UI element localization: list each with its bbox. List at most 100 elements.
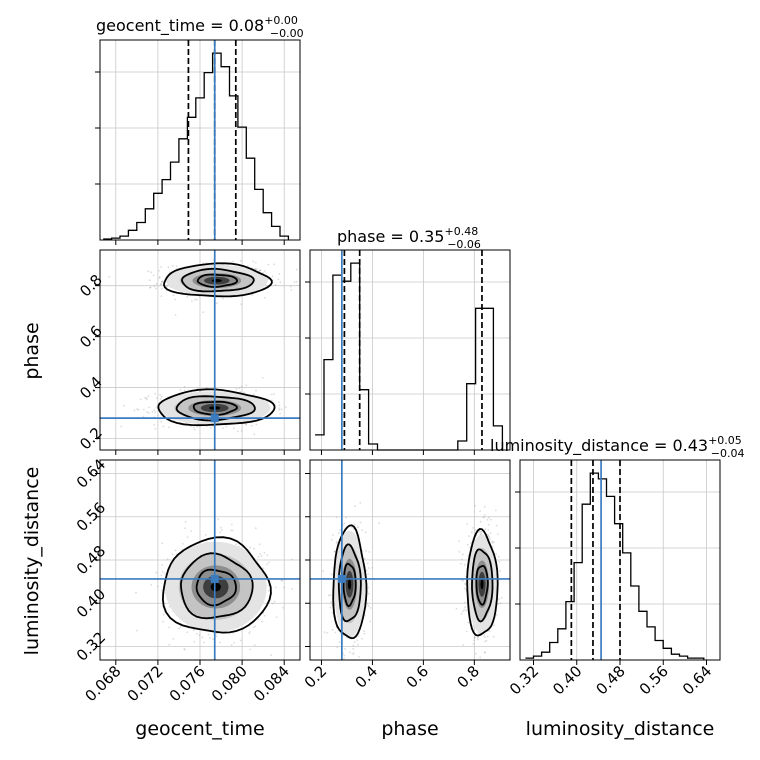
hist2d-geocent-time-luminosity-distance-pt-0-632 xyxy=(198,634,201,636)
hist2d-geocent-time-phase-pt-1-131 xyxy=(238,387,241,389)
hist2d-phase-luminosity-distance-pt-0-13 xyxy=(329,606,332,609)
hist2d-phase-luminosity-distance-pt-1-444 xyxy=(467,554,470,557)
hist2d-geocent-time-phase-pt-1-137 xyxy=(279,412,281,415)
hist2d-phase-luminosity-distance-pt-0-513 xyxy=(364,531,367,533)
hist2d-geocent-time-phase-pt-1-39 xyxy=(253,433,256,436)
hist2d-phase-luminosity-distance-pt-0-450 xyxy=(330,538,333,541)
hist2d-geocent-time-phase-contour-0-1 xyxy=(181,267,255,293)
hist2d-geocent-time-phase-pt-1-101 xyxy=(244,423,247,425)
hist2d-phase-luminosity-distance-pt-0-519 xyxy=(363,557,366,560)
hist2d-geocent-time-phase-pt-0-332 xyxy=(186,295,189,298)
hist2d-phase-luminosity-distance-pt-0-304 xyxy=(357,635,360,638)
hist2d-geocent-time-luminosity-distance-pt-0-269 xyxy=(254,527,257,530)
hist2d-phase-luminosity-distance-pt-1-380 xyxy=(468,535,470,538)
hist2d-geocent-time-phase-pt-0-382 xyxy=(240,303,243,306)
hist2d-phase-luminosity-distance-pt-1-420 xyxy=(484,528,487,530)
title-phase-main: phase = 0.35 xyxy=(337,227,444,246)
hist2d-geocent-time-luminosity-distance-pt-0-146 xyxy=(161,589,163,592)
hist2d-geocent-time-phase-pt-0-523 xyxy=(171,265,174,267)
hist2d-geocent-time-phase-pt-1-207 xyxy=(159,398,162,400)
hist2d-phase-luminosity-distance-pt-1-640 xyxy=(474,505,477,507)
hist2d-geocent-time-luminosity-distance-contour-0-1 xyxy=(180,552,254,620)
hist2d-phase-luminosity-distance-pt-1-327 xyxy=(465,630,468,633)
hist2d-geocent-time-phase-pt-1-306 xyxy=(278,409,281,411)
xtick-label-phase-3: 0.8 xyxy=(454,662,484,692)
hist2d-geocent-time-phase-pt-1-341 xyxy=(145,397,148,399)
hist2d-phase-luminosity-distance-pt-1-14 xyxy=(483,634,486,636)
hist2d-geocent-time-luminosity-distance-pt-0-639 xyxy=(267,561,270,564)
hist2d-phase-luminosity-distance-pt-1-403 xyxy=(492,540,495,543)
xtick-label-luminosity-distance-2: 0.48 xyxy=(592,662,628,698)
hist2d-phase-luminosity-distance-pt-1-195 xyxy=(497,555,500,558)
hist2d-geocent-time-phase-contour-1-2 xyxy=(192,400,238,416)
hist2d-phase-luminosity-distance-density-1-4 xyxy=(480,579,484,590)
hist2d-phase-luminosity-distance-pt-0-507 xyxy=(330,573,333,576)
hist2d-geocent-time-phase-pt-0-622 xyxy=(221,297,224,300)
hist2d-geocent-time-phase-pt-0-647 xyxy=(160,266,162,268)
xlabel-luminosity-distance: luminosity_distance xyxy=(526,718,715,740)
hist2d-geocent-time-phase-pt-0-519 xyxy=(160,288,163,290)
hist2d-phase-luminosity-distance-pt-1-602 xyxy=(466,543,469,546)
hist2d-geocent-time-luminosity-distance-pt-0-358 xyxy=(249,546,252,549)
hist2d-geocent-time-luminosity-distance-pt-0-196 xyxy=(262,612,265,615)
hist2d-geocent-time-phase-pt-0-617 xyxy=(161,280,164,283)
hist2d-geocent-time-luminosity-distance-pt-0-628 xyxy=(163,572,166,575)
hist2d-phase-luminosity-distance-truth-marker xyxy=(337,574,346,583)
hist2d-geocent-time-luminosity-distance-pt-0-389 xyxy=(271,602,274,605)
hist2d-geocent-time-luminosity-distance-pt-0-412 xyxy=(135,591,137,594)
hist2d-phase-luminosity-distance-pt-0-523 xyxy=(367,573,370,575)
hist2d-phase-luminosity-distance-pt-1-318 xyxy=(492,541,494,544)
hist2d-geocent-time-luminosity-distance-pt-0-633 xyxy=(291,558,294,561)
hist2d-phase-luminosity-distance-pt-0-136 xyxy=(371,567,374,569)
hist2d-geocent-time-phase-pt-1-214 xyxy=(239,391,242,393)
hist2d-geocent-time-luminosity-distance-pt-0-512 xyxy=(186,631,189,633)
hist2d-phase-luminosity-distance-pt-0-219 xyxy=(361,637,363,640)
xtick-label-phase-1: 0.4 xyxy=(352,662,382,692)
hist2d-phase-luminosity-distance-contour-1-0 xyxy=(466,527,499,637)
hist2d-phase-luminosity-distance-pt-0-289 xyxy=(369,607,372,609)
hist2d-phase-luminosity-distance-pt-0-479 xyxy=(369,620,372,623)
hist2d-phase-luminosity-distance-pt-1-362 xyxy=(478,530,481,533)
hist2d-geocent-time-phase-pt-0-633 xyxy=(253,267,256,270)
hist2d-phase-luminosity-distance-pt-0-469 xyxy=(368,567,370,569)
hist2d-geocent-time-luminosity-distance-truth-marker xyxy=(210,574,219,583)
hist2d-phase-luminosity-distance-pt-0-355 xyxy=(322,570,325,573)
xtick-label-luminosity-distance-4: 0.64 xyxy=(679,662,715,698)
hist2d-geocent-time-phase-pt-1-93 xyxy=(162,425,165,428)
hist2d-geocent-time-luminosity-distance-pt-0-274 xyxy=(267,584,270,587)
hist2d-phase-luminosity-distance-pt-0-364 xyxy=(378,522,381,525)
hist2d-phase-luminosity-distance-pt-1-630 xyxy=(464,601,466,604)
hist2d-phase-luminosity-distance-pt-1-646 xyxy=(477,638,479,641)
hist2d-geocent-time-luminosity-distance-pt-0-571 xyxy=(249,648,252,651)
hist2d-geocent-time-phase-pt-1-330 xyxy=(133,409,136,412)
hist2d-phase-luminosity-distance-pt-1-408 xyxy=(472,643,475,645)
hist2d-phase-luminosity-distance-pt-1-484 xyxy=(467,621,470,624)
hist2d-geocent-time-luminosity-distance-pt-0-319 xyxy=(258,543,261,546)
hist2d-geocent-time-phase-pt-1-273 xyxy=(147,395,150,398)
hist2d-geocent-time-luminosity-distance-pt-0-205 xyxy=(136,629,138,632)
hist2d-phase-luminosity-distance-pt-0-367 xyxy=(343,654,346,657)
hist2d-geocent-time-phase-pt-0-532 xyxy=(167,266,170,269)
hist2d-geocent-time-phase-pt-1-120 xyxy=(183,389,186,392)
hist2d-geocent-time-luminosity-distance-pt-0-510 xyxy=(273,600,276,603)
hist2d-geocent-time-phase-pt-1-359 xyxy=(147,411,150,414)
hist2d-phase-luminosity-distance-pt-1-596 xyxy=(470,531,473,534)
hist2d-phase-luminosity-distance-pt-0-436 xyxy=(342,634,345,637)
hist2d-phase-luminosity-distance-pt-1-520 xyxy=(484,636,486,639)
hist2d-phase-luminosity-distance-pt-0-28 xyxy=(367,604,370,607)
hist2d-geocent-time-phase-contour-1-0 xyxy=(157,388,276,427)
hist2d-geocent-time-luminosity-distance-pt-0-587 xyxy=(207,633,210,636)
title-luminosity-distance-main: luminosity_distance = 0.43 xyxy=(490,436,708,456)
hist2d-geocent-time-phase-pt-1-514 xyxy=(154,411,157,414)
hist2d-geocent-time-phase-pt-1-455 xyxy=(196,425,199,428)
hist2d-geocent-time-phase-pt-0-510 xyxy=(216,302,218,304)
hist2d-geocent-time-phase-pt-0-543 xyxy=(296,268,298,271)
hist2d-geocent-time-phase-pt-1-617 xyxy=(120,425,123,428)
hist2d-geocent-time-luminosity-distance-pt-0-386 xyxy=(168,626,171,629)
hist2d-phase-luminosity-distance-pt-0-37 xyxy=(361,529,364,531)
hist2d-phase-luminosity-distance-pt-1-340 xyxy=(491,540,493,543)
hist2d-phase-luminosity-distance-pt-0-443 xyxy=(351,526,353,529)
hist2d-geocent-time-phase-pt-0-284 xyxy=(158,275,161,278)
hist2d-phase-luminosity-distance-pt-0-125 xyxy=(343,657,345,660)
